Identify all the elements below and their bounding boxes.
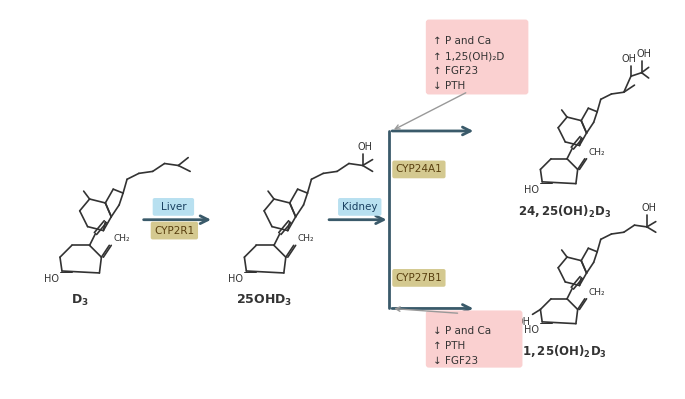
Text: CYP27B1: CYP27B1 bbox=[395, 273, 443, 283]
FancyBboxPatch shape bbox=[151, 222, 198, 239]
Text: HO: HO bbox=[228, 274, 243, 284]
Text: ↓ FGF23: ↓ FGF23 bbox=[433, 356, 478, 366]
FancyBboxPatch shape bbox=[426, 310, 523, 367]
Text: $\mathbf{1,25(OH)_2D_3}$: $\mathbf{1,25(OH)_2D_3}$ bbox=[523, 344, 608, 360]
Text: HO: HO bbox=[524, 325, 539, 335]
Text: OH: OH bbox=[621, 54, 636, 64]
FancyBboxPatch shape bbox=[338, 198, 382, 216]
Text: CH₂: CH₂ bbox=[588, 288, 605, 297]
Text: CH₂: CH₂ bbox=[298, 234, 314, 243]
Text: OH: OH bbox=[641, 203, 656, 213]
Text: CH₂: CH₂ bbox=[588, 148, 605, 157]
Text: ↓ P and Ca: ↓ P and Ca bbox=[433, 326, 491, 336]
Text: ↓ PTH: ↓ PTH bbox=[433, 81, 465, 91]
FancyBboxPatch shape bbox=[393, 269, 445, 287]
Text: $\mathbf{24,25(OH)_2D_3}$: $\mathbf{24,25(OH)_2D_3}$ bbox=[519, 204, 612, 220]
Text: Kidney: Kidney bbox=[342, 202, 377, 212]
FancyBboxPatch shape bbox=[153, 198, 194, 216]
Text: OH: OH bbox=[357, 142, 372, 152]
Text: $\mathbf{25OHD_3}$: $\mathbf{25OHD_3}$ bbox=[236, 293, 292, 308]
Text: HO: HO bbox=[524, 185, 539, 195]
FancyBboxPatch shape bbox=[426, 20, 528, 95]
Text: HO: HO bbox=[44, 274, 59, 284]
Text: ↑ P and Ca: ↑ P and Ca bbox=[433, 36, 491, 46]
Text: $\mathbf{D_3}$: $\mathbf{D_3}$ bbox=[71, 293, 88, 308]
Text: CYP24A1: CYP24A1 bbox=[395, 164, 443, 174]
Text: ↑ 1,25(OH)₂D: ↑ 1,25(OH)₂D bbox=[433, 51, 504, 61]
Text: OH: OH bbox=[636, 49, 651, 59]
Text: ↑ PTH: ↑ PTH bbox=[433, 341, 465, 351]
Text: ↑ FGF23: ↑ FGF23 bbox=[433, 66, 478, 76]
FancyBboxPatch shape bbox=[393, 160, 445, 178]
Text: Liver: Liver bbox=[160, 202, 186, 212]
Text: OH: OH bbox=[516, 317, 531, 327]
Text: CYP2R1: CYP2R1 bbox=[154, 225, 195, 235]
Text: CH₂: CH₂ bbox=[113, 234, 130, 243]
